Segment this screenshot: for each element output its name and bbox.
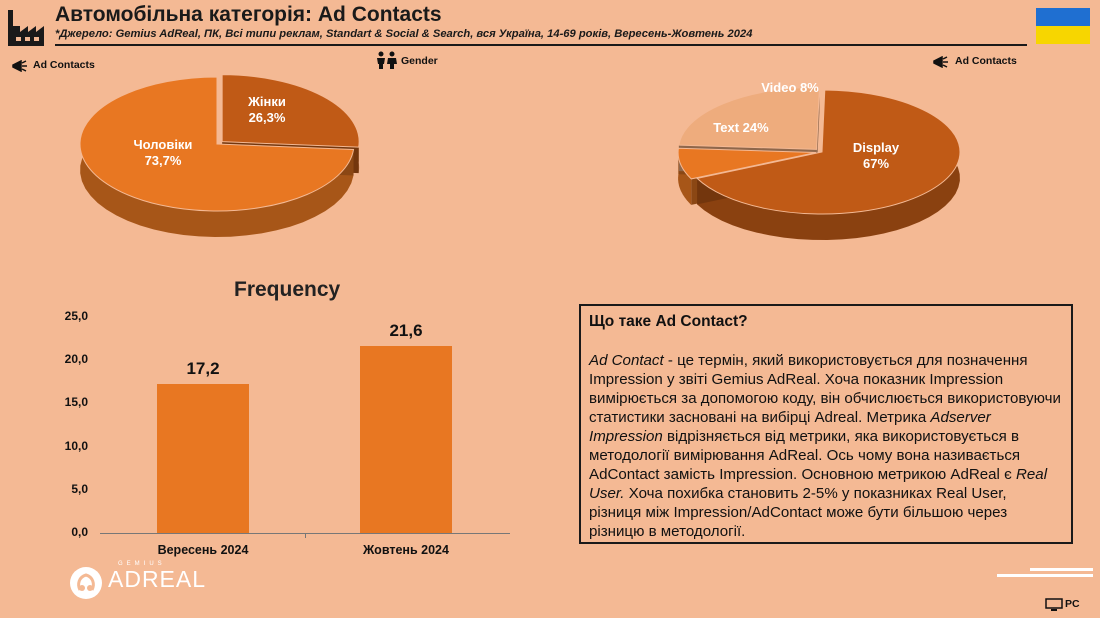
pie-slice-video [677,147,817,180]
pie-label-men: Чоловіки 73,7% [133,137,193,168]
y-tick-label: 10,0 [64,438,88,453]
frequency-title: Frequency [234,278,341,301]
gender-label: Gender [401,55,438,67]
y-tick-label: 25,0 [64,309,88,323]
y-tick-label: 0,0 [71,525,88,539]
term-ad-contact: Ad Contact [589,352,664,369]
bar-value-label: 17,2 [186,359,220,379]
format-pie-chart [677,86,961,240]
title-divider [55,44,1027,46]
logo-small-text: GEMIUS [118,561,166,567]
y-tick-label: 20,0 [64,352,88,367]
format-legend-label: Ad Contacts [955,55,1017,67]
megaphone-icon [12,59,28,77]
source-note: *Джерело: Gemius AdReal, ПК, Всі типи ре… [55,28,753,40]
info-text-3: Хоча похибка становить 2-5% у показниках… [589,485,1008,540]
x-category-label: Жовтень 2024 [363,543,449,557]
decorative-line [1030,568,1093,571]
info-text-2: відрізняється від метрики, яка використо… [589,428,1021,483]
pie-label-women: Жінки 26,3% [248,94,286,125]
decorative-line [997,574,1093,577]
info-heading: Що таке Ad Contact? [589,313,748,330]
factory-icon [6,6,46,46]
device-label: PC [1065,598,1080,610]
info-body: Ad Contact - це термін, який використову… [589,351,1061,541]
bar-1 [157,384,249,533]
term-adserver-impression: Adserver Impression [589,409,991,445]
pie-label-display: Display 67% [852,140,900,171]
bar-2 [360,346,452,533]
pie-label-text: Text 24% [713,120,769,135]
logo-text: ADREAL [108,566,207,592]
pie-slice-men [79,76,355,212]
flag-yellow-stripe [1036,26,1090,44]
x-category-label: Вересень 2024 [157,543,249,557]
info-text-1: - це термін, який використовується для п… [589,352,1061,426]
pie-side-video [678,148,692,205]
pie-slice-display [696,89,961,215]
gender-pie-chart [79,74,360,237]
bar-value-label: 21,6 [389,321,423,341]
people-icon [376,51,398,74]
megaphone-icon [933,55,949,73]
y-tick-label: 15,0 [64,395,88,410]
ukraine-flag-icon [1036,8,1090,44]
page-title: Автомобільна категорія: Ad Contacts [55,3,442,26]
monitor-icon [1045,598,1063,616]
adreal-logo-icon [69,566,103,605]
ad-contact-info-box: Що таке Ad Contact? Ad Contact - це терм… [579,304,1073,544]
gender-legend-label: Ad Contacts [33,59,95,71]
pie-label-video: Video 8% [761,80,819,95]
term-real-user: Real User. [589,466,1048,502]
flag-blue-stripe [1036,8,1090,26]
pie-slice-text [678,86,820,150]
x-axis-divider [305,533,306,538]
y-tick-label: 5,0 [71,481,88,496]
pie-slice-women [221,74,360,148]
